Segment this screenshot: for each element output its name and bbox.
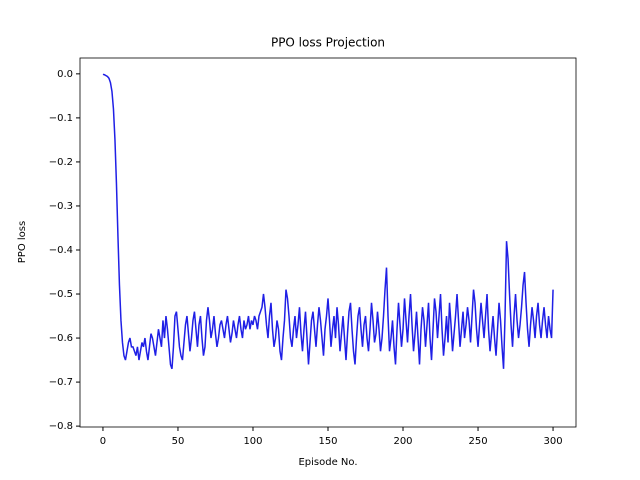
x-tick-label: 0	[100, 436, 106, 447]
y-tick-label: −0.2	[49, 157, 73, 168]
y-tick-label: −0.8	[49, 421, 73, 432]
x-tick-label: 300	[543, 436, 562, 447]
x-tick-label: 250	[468, 436, 487, 447]
y-tick-label: −0.5	[49, 289, 73, 300]
y-tick-label: −0.1	[49, 113, 73, 124]
x-tick-label: 200	[393, 436, 412, 447]
y-tick-label: −0.7	[49, 377, 73, 388]
plot-frame	[79, 57, 577, 428]
y-tick-label: −0.4	[49, 245, 73, 256]
x-tick-label: 150	[318, 436, 337, 447]
y-tick-label: 0.0	[57, 69, 73, 80]
y-tick-label: −0.3	[49, 201, 73, 212]
chart-title: PPO loss Projection	[271, 36, 385, 50]
y-axis-label: PPO loss	[17, 221, 28, 263]
y-tick-label: −0.6	[49, 333, 73, 344]
x-tick-label: 50	[172, 436, 185, 447]
loss-line	[102, 73, 554, 370]
x-axis-label: Episode No.	[298, 457, 357, 468]
x-tick-label: 100	[243, 436, 262, 447]
